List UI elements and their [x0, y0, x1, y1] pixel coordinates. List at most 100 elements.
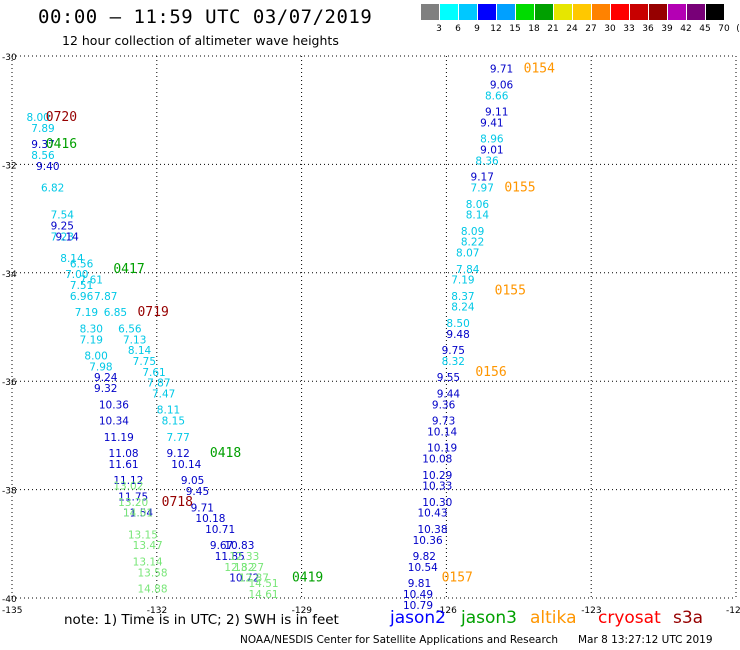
swh-value: 8.14	[60, 253, 84, 265]
swh-value: 7.19	[451, 275, 474, 287]
pass-time-label: 0719	[137, 305, 168, 320]
scale-label: 6	[455, 24, 461, 34]
swh-value: 7.00	[65, 269, 88, 281]
swh-value: 10.71	[205, 524, 235, 536]
swh-value: 7.19	[75, 307, 98, 319]
swh-value: 7.47	[152, 388, 175, 400]
swh-value: 6.96	[70, 291, 94, 303]
swh-value: 10.72	[229, 573, 259, 585]
swh-value: 9.06	[490, 80, 514, 92]
scale-swatch	[706, 4, 724, 20]
scale-swatch	[630, 4, 648, 20]
swh-value: 8.06	[466, 199, 490, 211]
swh-value: 7.84	[456, 264, 480, 276]
swh-value: 11.85	[215, 551, 245, 563]
lat-tick-label: -40	[2, 595, 17, 605]
swh-value: 14.88	[137, 584, 167, 596]
swh-value: 9.37	[31, 139, 54, 151]
pass-time-label: 0155	[504, 181, 535, 196]
scale-label: 12	[490, 24, 502, 34]
swh-value: 9.32	[94, 383, 117, 395]
swh-value: 8.15	[162, 416, 185, 428]
swh-value: 6.85	[104, 307, 127, 319]
swh-value: 9.82	[413, 551, 436, 563]
swh-value: 10.79	[403, 600, 433, 612]
swh-value: 8.07	[456, 248, 479, 260]
swh-value: 7.23	[51, 231, 74, 243]
swh-value: 12.82	[224, 562, 254, 574]
swh-value: 8.24	[451, 302, 475, 314]
swh-value: 9.44	[437, 388, 461, 400]
swh-value: 13.14	[133, 556, 163, 568]
swh-value: 14.01	[123, 508, 153, 520]
lat-tick-label: -38	[2, 487, 17, 497]
scale-swatch	[611, 4, 629, 20]
swh-value: 14.61	[249, 589, 279, 601]
scale-label: 9	[474, 24, 480, 34]
swh-value: 7.75	[133, 356, 156, 368]
pass-time-label: 0418	[210, 446, 241, 461]
swh-value: 7.87	[94, 291, 117, 303]
scale-label: 15	[509, 24, 521, 34]
swh-value: 8.32	[442, 356, 465, 368]
pass-time-label: 0154	[524, 61, 555, 76]
swh-value: 9.45	[186, 486, 209, 498]
swh-value: 9.01	[480, 145, 503, 157]
scale-label: 21	[547, 24, 559, 34]
swh-value: 10.18	[195, 513, 225, 525]
pass-time-label: 0157	[442, 571, 473, 586]
scale-swatch	[649, 4, 667, 20]
scale-swatch	[573, 4, 591, 20]
lon-tick-label: -129	[292, 606, 313, 616]
lon-tick-label: -123	[581, 606, 601, 616]
swh-value: 8.00	[26, 112, 49, 124]
scale-label: 3	[436, 24, 442, 34]
swh-value: 9.17	[471, 172, 494, 184]
swh-value: 9.41	[480, 117, 503, 129]
swh-value: 8.30	[80, 323, 103, 335]
swh-value: 6.56	[70, 258, 94, 270]
timestamp: Mar 8 13:27:12 UTC 2019	[578, 634, 713, 646]
legend-cryosat: cryosat	[598, 608, 661, 628]
scale-label: 27	[585, 24, 597, 34]
scale-swatch	[535, 4, 553, 20]
scale-swatch	[459, 4, 477, 20]
swh-value: 8.50	[446, 318, 469, 330]
scale-swatch	[687, 4, 705, 20]
map-title: 00:00 — 11:59 UTC 03/07/2019	[38, 6, 373, 28]
swh-value: 8.96	[480, 134, 504, 146]
swh-value: 10.38	[417, 524, 447, 536]
swh-value: 9.67	[210, 540, 233, 552]
lat-tick-label: -34	[2, 270, 17, 280]
swh-value: 11.12	[113, 475, 143, 487]
scale-swatch	[554, 4, 572, 20]
scale-label: 70	[718, 24, 730, 34]
footnote: note: 1) Time is in UTC; 2) SWH is in fe…	[64, 612, 339, 628]
legend-jason3: jason3	[461, 608, 517, 628]
swh-value: 12.33	[229, 551, 259, 563]
scale-label: 42	[680, 24, 692, 34]
scale-swatch	[440, 4, 458, 20]
swh-value: 6.82	[41, 183, 64, 195]
swh-value: 10.34	[99, 416, 129, 428]
swh-value: 13.47	[133, 540, 163, 552]
swh-value: 6.56	[118, 323, 142, 335]
scale-label: (ft)	[736, 24, 740, 34]
swh-value: 7.19	[80, 334, 103, 346]
scale-swatch	[516, 4, 534, 20]
swh-value: 13.27	[234, 562, 264, 574]
swh-value: 10.19	[427, 443, 457, 455]
pass-time-label: 0419	[292, 571, 323, 586]
lon-tick-label: -126	[436, 606, 457, 616]
pass-time-label: 0718	[162, 495, 193, 510]
swh-value: 9.75	[442, 345, 465, 357]
swh-value: 13.58	[137, 567, 167, 579]
swh-value: 11.19	[104, 432, 134, 444]
swh-value: 9.12	[166, 448, 189, 460]
pass-time-label: 0156	[475, 365, 506, 380]
scale-label: 24	[566, 24, 578, 34]
swh-value: 10.83	[224, 540, 254, 552]
swh-value: 10.54	[408, 562, 438, 574]
swh-value: 10.36	[413, 535, 443, 547]
